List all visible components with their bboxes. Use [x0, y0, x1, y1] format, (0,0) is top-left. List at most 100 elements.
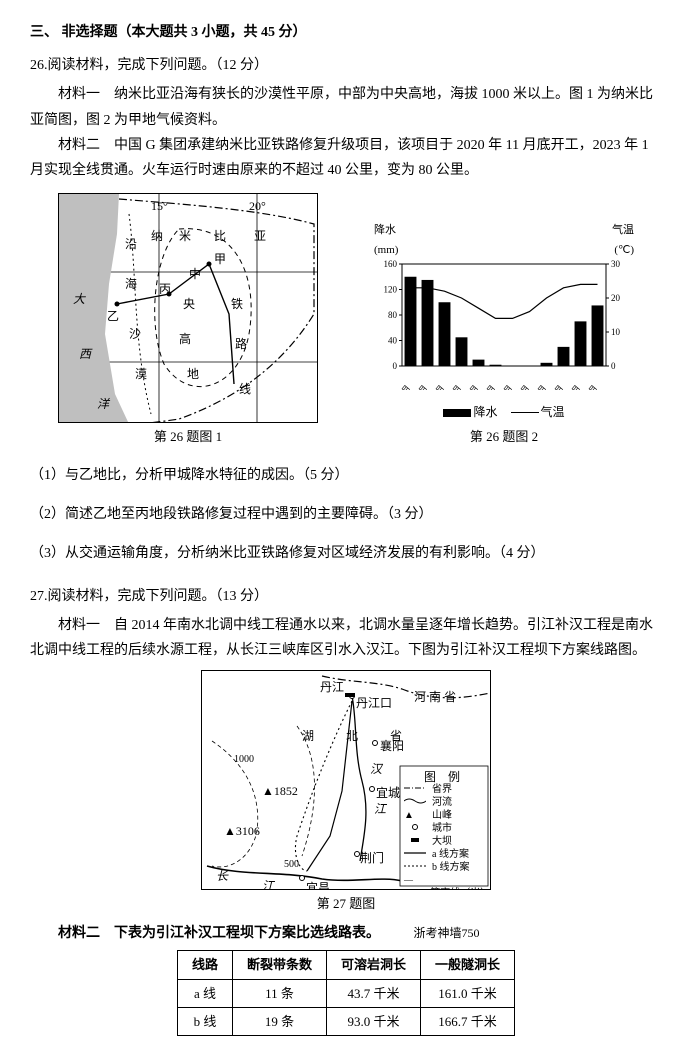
highland-label: 地 — [187, 364, 199, 386]
svg-text:0: 0 — [611, 361, 616, 371]
country-label: 比 — [214, 226, 226, 248]
q27-material-2-row: 材料二 下表为引江补汉工程坝下方案比选线路表。 浙考神墙750 — [30, 921, 662, 946]
svg-text:40: 40 — [388, 336, 398, 346]
svg-text:0: 0 — [393, 361, 398, 371]
svg-text:10: 10 — [611, 327, 621, 337]
point-yi: 乙 — [107, 306, 119, 328]
chart-top-labels: 降水 (mm) 气温 (℃) — [374, 221, 634, 261]
svg-text:5月: 5月 — [465, 384, 480, 390]
city-danjiang: 丹江 — [320, 677, 344, 699]
legend-bar-icon — [443, 409, 471, 417]
svg-text:30: 30 — [611, 260, 621, 269]
table-col-header: 线路 — [177, 951, 232, 979]
desert-label: 沙 — [129, 324, 141, 346]
table-cell: 11 条 — [232, 979, 326, 1007]
legend-row: ▲山峰 — [404, 809, 486, 822]
table-cell: 43.7 千米 — [327, 979, 421, 1007]
peak-1: ▲1852 — [262, 781, 298, 803]
highland-label: 央 — [183, 294, 195, 316]
city-danjiangkou: 丹江口 — [356, 693, 392, 715]
table-cell: 166.7 千米 — [421, 1008, 515, 1036]
svg-text:7月: 7月 — [499, 384, 514, 390]
svg-text:3月: 3月 — [431, 384, 446, 390]
temp-axis-label: 气温 — [612, 224, 634, 236]
svg-text:8月: 8月 — [516, 384, 531, 390]
q26-sub1: （1）与乙地比，分析甲城降水特征的成因。（5 分） — [30, 463, 662, 488]
temp-unit: (℃) — [614, 244, 634, 256]
q27-title: 27.阅读材料，完成下列问题。（13 分） — [30, 584, 662, 609]
legend-precip: 降水 — [473, 405, 497, 419]
svg-text:160: 160 — [384, 260, 398, 269]
q27-material-1: 材料一 自 2014 年南水北调中线工程通水以来，北调水量呈逐年增长趋势。引江补… — [30, 613, 662, 663]
table-cell: b 线 — [177, 1008, 232, 1036]
table-row: a 线11 条43.7 千米161.0 千米 — [177, 979, 514, 1007]
svg-text:4月: 4月 — [448, 384, 463, 390]
rail-label: 线 — [239, 379, 251, 401]
city-yicheng: 宜城 — [376, 783, 400, 805]
table-col-header: 一般隧洞长 — [421, 951, 515, 979]
table-cell: 161.0 千米 — [421, 979, 515, 1007]
table-header-row: 线路断裂带条数可溶岩洞长一般隧洞长 — [177, 951, 514, 979]
legend-temp: 气温 — [541, 405, 565, 419]
svg-text:1月: 1月 — [397, 384, 412, 390]
svg-text:80: 80 — [388, 310, 398, 320]
svg-text:12月: 12月 — [582, 384, 599, 390]
legend-row: 省界 — [404, 783, 486, 796]
table-body: a 线11 条43.7 千米161.0 千米b 线19 条93.0 千米166.… — [177, 979, 514, 1036]
legend-row: 城市 — [404, 822, 486, 835]
precip-unit: (mm) — [374, 244, 398, 256]
q26-material-1: 材料一 纳米比亚沿海有狭长的沙漠性平原，中部为中央高地，海拔 1000 米以上。… — [30, 82, 662, 132]
q26-map1: 15° 20° 20° 25° — [58, 193, 318, 423]
table-cell: a 线 — [177, 979, 232, 1007]
point-jia: 甲 — [214, 249, 226, 271]
q27-map: 丹江 丹江口 河 南 省 湖 北 省 襄阳 汉 江 宜城 荆门 宜昌 长 江 ▲… — [201, 670, 491, 890]
legend-items: 省界河流▲山峰城市大坝a 线方案b 线方案—500—等高线（米） — [404, 783, 486, 890]
desert-label: 海 — [125, 274, 137, 296]
contour-1000: 1000 — [234, 751, 254, 769]
svg-text:2月: 2月 — [414, 384, 429, 390]
q26-fig1-caption: 第 26 题图 1 — [58, 425, 318, 448]
q26-fig2-wrap: 降水 (mm) 气温 (℃) 0 40 80 120 160 0 10 20 30 1月2月3月4月5… — [374, 221, 634, 449]
svg-text:9月: 9月 — [533, 384, 548, 390]
country-label: 纳 — [151, 226, 163, 248]
svg-text:120: 120 — [384, 285, 398, 295]
peak-2: ▲3106 — [224, 821, 260, 843]
legend-row: —500—等高线（米） — [404, 874, 486, 890]
legend-row: 河流 — [404, 796, 486, 809]
q26-sub2: （2）简述乙地至丙地段铁路修复过程中遇到的主要障碍。（3 分） — [30, 502, 662, 527]
legend-row: 大坝 — [404, 835, 486, 848]
ocean-label: 大 — [73, 289, 85, 311]
svg-text:11月: 11月 — [565, 384, 582, 390]
table-row: b 线19 条93.0 千米166.7 千米 — [177, 1008, 514, 1036]
q26-title: 26.阅读材料，完成下列问题。（12 分） — [30, 53, 662, 78]
q26-sub3: （3）从交通运输角度，分析纳米比亚铁路修复对区域经济发展的有利影响。（4 分） — [30, 541, 662, 566]
province-henan: 河 南 省 — [414, 687, 456, 709]
contour-500: 500 — [284, 856, 299, 874]
q27-fig-caption: 第 27 题图 — [30, 892, 662, 915]
legend-line-icon — [511, 412, 539, 413]
rail-label: 铁 — [231, 294, 243, 316]
q26-fig1-wrap: 15° 20° 20° 25° — [58, 193, 318, 448]
table-cell: 93.0 千米 — [327, 1008, 421, 1036]
q26-fig2-caption: 第 26 题图 2 — [374, 425, 634, 448]
country-label: 亚 — [254, 226, 266, 248]
q27-figure-wrap: 丹江 丹江口 河 南 省 湖 北 省 襄阳 汉 江 宜城 荆门 宜昌 长 江 ▲… — [30, 670, 662, 915]
desert-label: 沿 — [125, 234, 137, 256]
q26-material-2: 材料二 中国 G 集团承建纳米比亚铁路修复升级项目，该项目于 2020 年 11… — [30, 133, 662, 183]
precip-axis-label: 降水 — [374, 224, 396, 236]
ocean-label: 洋 — [97, 394, 109, 416]
point-bing: 丙 — [159, 279, 171, 301]
section-heading: 三、 非选择题（本大题共 3 小题，共 45 分） — [30, 20, 662, 45]
rail-label: 路 — [235, 334, 247, 356]
highland-label: 中 — [189, 264, 201, 286]
legend-row: b 线方案 — [404, 861, 486, 874]
legend-row: a 线方案 — [404, 848, 486, 861]
q26-figure-row: 15° 20° 20° 25° — [30, 193, 662, 448]
svg-text:20: 20 — [611, 293, 621, 303]
climate-chart: 0408012016001020301月2月3月4月5月6月7月8月9月10月1… — [374, 260, 634, 390]
river-chang: 长 — [216, 866, 228, 888]
table-col-header: 断裂带条数 — [232, 951, 326, 979]
climate-legend: 降水 气温 — [374, 402, 634, 424]
city-yichang: 宜昌 — [306, 878, 330, 890]
table-cell: 19 条 — [232, 1008, 326, 1036]
